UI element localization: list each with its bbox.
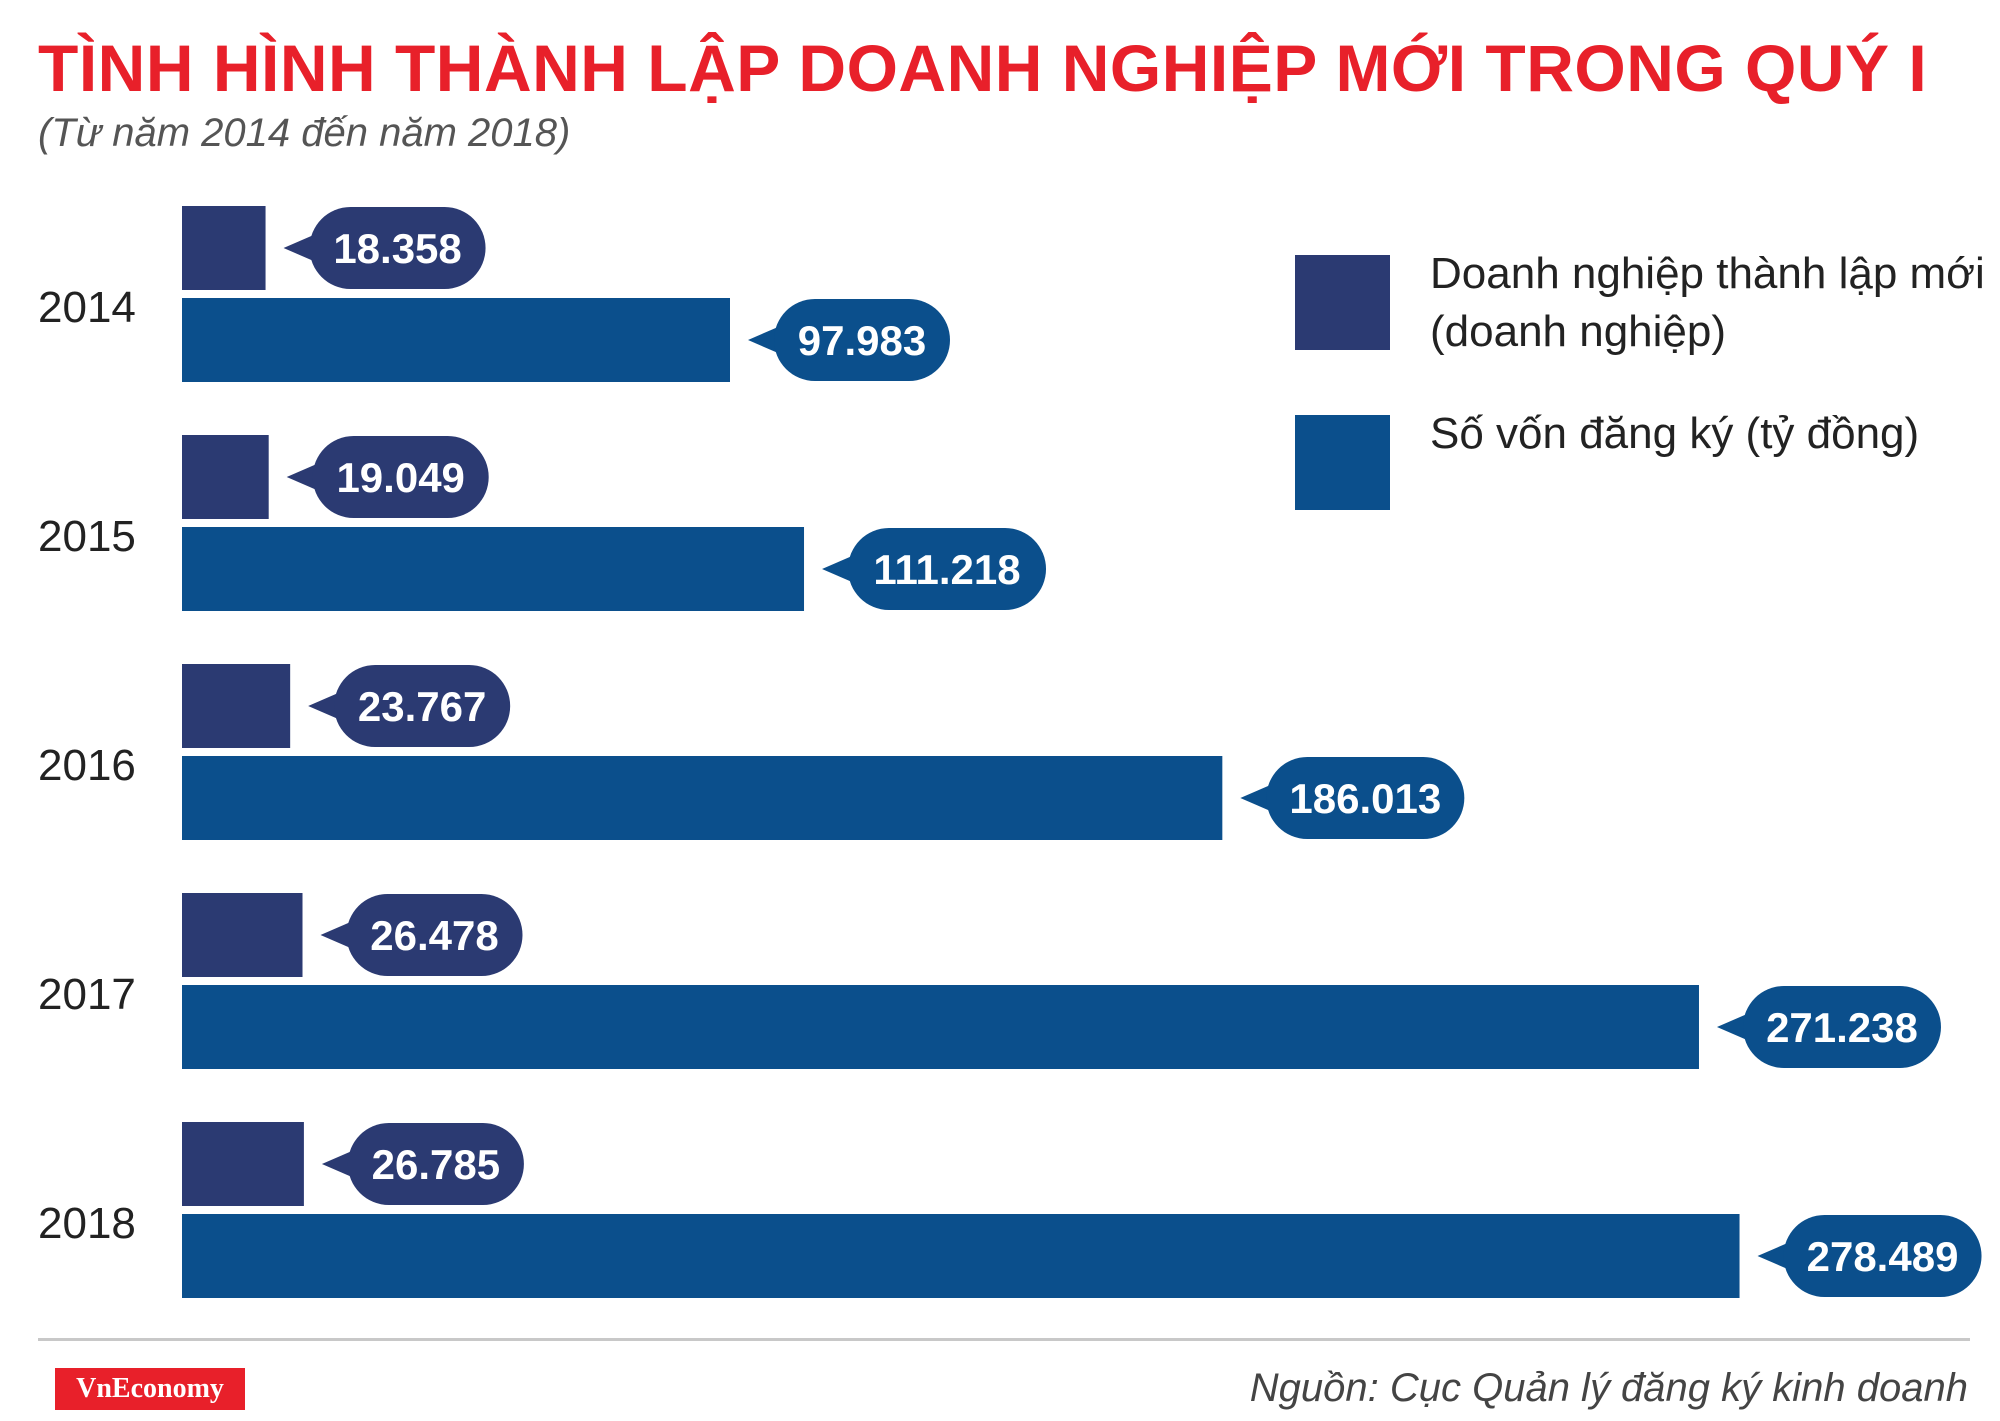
bar-new-enterprises bbox=[182, 206, 266, 290]
value-callout-new-enterprises: 19.049 bbox=[286, 436, 489, 518]
legend-swatch-registered-capital bbox=[1295, 415, 1390, 510]
callout-pointer bbox=[283, 235, 314, 261]
year-label: 2015 bbox=[38, 512, 136, 561]
data-label: 23.767 bbox=[358, 683, 486, 730]
data-label: 278.489 bbox=[1807, 1233, 1959, 1280]
value-callout-new-enterprises: 18.358 bbox=[283, 207, 486, 289]
bar-registered-capital bbox=[182, 527, 805, 611]
data-label: 111.218 bbox=[873, 546, 1020, 593]
callout-pointer bbox=[1757, 1243, 1788, 1269]
bar-new-enterprises bbox=[182, 664, 291, 748]
callout-pointer bbox=[320, 922, 351, 948]
value-callout-registered-capital: 271.238 bbox=[1716, 986, 1941, 1068]
callout-pointer bbox=[308, 693, 339, 719]
callout-bubble bbox=[334, 665, 511, 747]
bar-new-enterprises bbox=[182, 435, 269, 519]
callout-pointer bbox=[1716, 1014, 1747, 1040]
footer-divider bbox=[38, 1338, 1970, 1341]
data-label: 19.049 bbox=[336, 454, 464, 501]
value-callout-new-enterprises: 26.478 bbox=[320, 894, 523, 976]
callout-bubble bbox=[346, 894, 523, 976]
year-label: 2014 bbox=[38, 283, 136, 332]
legend-swatch-new-enterprises bbox=[1295, 255, 1390, 350]
year-label: 2018 bbox=[38, 1199, 136, 1248]
legend-item-new-enterprises: Doanh nghiệp thành lập mới (doanh nghiệp… bbox=[1295, 245, 1985, 405]
callout-bubble bbox=[1266, 757, 1465, 839]
data-label: 186.013 bbox=[1289, 775, 1441, 822]
value-callout-registered-capital: 186.013 bbox=[1240, 757, 1465, 839]
callout-bubble bbox=[309, 207, 486, 289]
value-callout-registered-capital: 111.218 bbox=[822, 528, 1047, 610]
legend-label-new-enterprises: Doanh nghiệp thành lập mới (doanh nghiệp… bbox=[1430, 249, 1985, 356]
callout-bubble bbox=[347, 1123, 524, 1205]
callout-pointer bbox=[1240, 785, 1271, 811]
legend: Doanh nghiệp thành lập mới (doanh nghiệp… bbox=[1295, 245, 1985, 565]
callout-pointer bbox=[822, 556, 853, 582]
callout-pointer bbox=[286, 464, 317, 490]
chart-title: TÌNH HÌNH THÀNH LẬP DOANH NGHIỆP MỚI TRO… bbox=[38, 31, 1928, 105]
brand-logo: VnEconomy bbox=[55, 1368, 245, 1410]
data-label: 18.358 bbox=[333, 225, 461, 272]
bar-new-enterprises bbox=[182, 893, 303, 977]
callout-bubble bbox=[774, 299, 950, 381]
value-callout-registered-capital: 97.983 bbox=[748, 299, 950, 381]
bar-registered-capital bbox=[182, 1214, 1740, 1298]
year-label: 2017 bbox=[38, 970, 136, 1019]
data-label: 97.983 bbox=[798, 317, 926, 364]
value-callout-registered-capital: 278.489 bbox=[1757, 1215, 1982, 1297]
data-label: 271.238 bbox=[1766, 1004, 1918, 1051]
bar-chart: 2014 18.358 97.983 2015 19.049 111.218 2016 23.… bbox=[38, 206, 1982, 1298]
value-callout-new-enterprises: 26.785 bbox=[321, 1123, 524, 1205]
data-label: 26.478 bbox=[370, 912, 498, 959]
callout-bubble bbox=[1783, 1215, 1982, 1297]
value-callout-new-enterprises: 23.767 bbox=[308, 665, 511, 747]
year-label: 2016 bbox=[38, 741, 136, 790]
callout-bubble bbox=[848, 528, 1047, 610]
bar-registered-capital bbox=[182, 985, 1699, 1069]
legend-label-registered-capital: Số vốn đăng ký (tỷ đồng) bbox=[1430, 409, 1920, 458]
legend-item-registered-capital: Số vốn đăng ký (tỷ đồng) bbox=[1295, 405, 1985, 565]
chart-subtitle: (Từ năm 2014 đến năm 2018) bbox=[38, 111, 571, 155]
callout-bubble bbox=[1742, 986, 1941, 1068]
data-label: 26.785 bbox=[372, 1141, 500, 1188]
bar-registered-capital bbox=[182, 756, 1223, 840]
source-note: Nguồn: Cục Quản lý đăng ký kinh doanh bbox=[1249, 1366, 1968, 1410]
bar-registered-capital bbox=[182, 298, 730, 382]
bar-new-enterprises bbox=[182, 1122, 304, 1206]
callout-bubble bbox=[312, 436, 489, 518]
callout-pointer bbox=[748, 327, 778, 353]
callout-pointer bbox=[321, 1151, 352, 1177]
